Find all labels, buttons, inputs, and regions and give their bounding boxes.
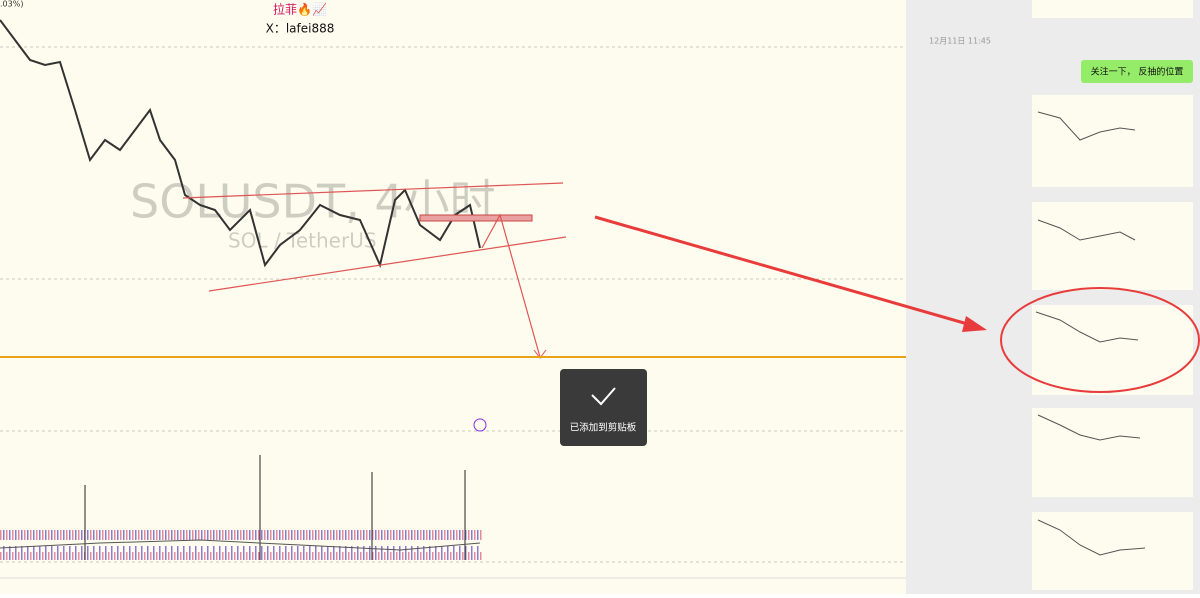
grid: [0, 46, 906, 563]
toast: [560, 369, 647, 446]
thumbnail[interactable]: [1032, 202, 1193, 290]
event-icon: [473, 418, 487, 432]
timestamp: 12月11日 11:45: [929, 37, 991, 46]
toast-text: 已添加到剪贴板: [570, 422, 637, 434]
channel-top: [182, 182, 564, 199]
message-bubble[interactable]: [1081, 60, 1193, 83]
callout-arrow-head: [962, 316, 987, 332]
thumbnails: [1032, 95, 1193, 590]
projection: [481, 213, 541, 358]
thumbnail[interactable]: [1032, 0, 1193, 18]
message-text: 关注一下， 反抽的位置: [1091, 66, 1184, 78]
resistance-zone: [419, 214, 533, 222]
author-handle: X：lafei888: [266, 22, 335, 36]
chart-background: [0, 0, 906, 594]
callout-arrow: [594, 215, 979, 329]
channel-bottom: [208, 236, 567, 292]
toast-check: [591, 387, 616, 406]
volume-ma: [0, 539, 481, 551]
price-line: [0, 19, 481, 269]
author-name: 拉菲🔥📈: [273, 2, 327, 17]
highlight-ellipse: [1000, 287, 1200, 393]
watermark-name: SOL / TetherUS: [228, 229, 377, 253]
thumbnail[interactable]: [1032, 408, 1193, 497]
percent-fragment: .03%): [0, 0, 23, 9]
volume-bars: [0, 530, 482, 560]
thumbnail[interactable]: [1032, 512, 1193, 590]
thumbnail[interactable]: [1032, 95, 1193, 187]
